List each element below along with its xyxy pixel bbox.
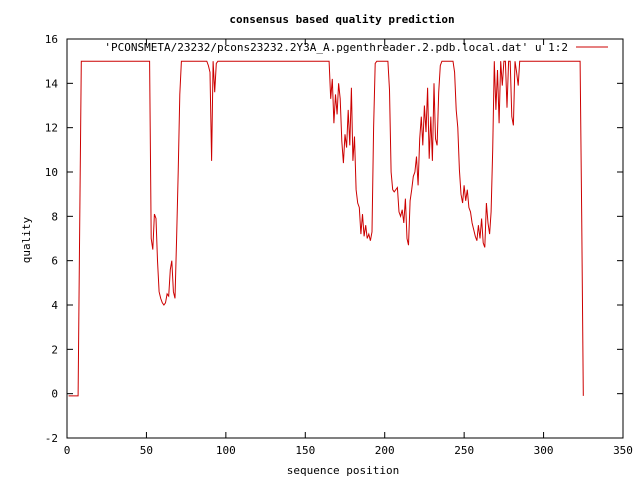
series-group bbox=[68, 60, 584, 397]
x-tick-label: 200 bbox=[375, 444, 395, 457]
y-tick-label: 0 bbox=[51, 388, 58, 401]
legend: 'PCONSMETA/23232/pcons23232.2Y3A_A.pgent… bbox=[104, 41, 608, 54]
x-tick-label: 100 bbox=[216, 444, 236, 457]
y-tick-label: 10 bbox=[45, 166, 58, 179]
y-tick-label: 12 bbox=[45, 122, 58, 135]
x-tick-label: 50 bbox=[140, 444, 153, 457]
x-tick-label: 150 bbox=[295, 444, 315, 457]
x-tick-label: 350 bbox=[613, 444, 633, 457]
plot-frame bbox=[66, 38, 624, 439]
y-axis: -2 0 2 4 6 8 10 12 14 16 bbox=[45, 33, 623, 445]
x-tick-label: 300 bbox=[534, 444, 554, 457]
x-tick-label: 0 bbox=[64, 444, 71, 457]
x-axis: 0 50 100 150 200 250 300 350 bbox=[64, 39, 633, 457]
series-line-0 bbox=[68, 60, 584, 397]
y-axis-label: quality bbox=[20, 216, 33, 263]
y-tick-label: 4 bbox=[51, 299, 58, 312]
y-tick-label: 6 bbox=[51, 255, 58, 268]
y-tick-label: 8 bbox=[51, 210, 58, 223]
chart-title: consensus based quality prediction bbox=[229, 13, 454, 26]
y-tick-label: -2 bbox=[45, 432, 58, 445]
legend-label: 'PCONSMETA/23232/pcons23232.2Y3A_A.pgent… bbox=[104, 41, 568, 54]
y-tick-label: 14 bbox=[45, 77, 59, 90]
y-tick-label: 16 bbox=[45, 33, 58, 46]
y-tick-label: 2 bbox=[51, 343, 58, 356]
x-tick-label: 250 bbox=[454, 444, 474, 457]
x-axis-label: sequence position bbox=[287, 464, 400, 477]
